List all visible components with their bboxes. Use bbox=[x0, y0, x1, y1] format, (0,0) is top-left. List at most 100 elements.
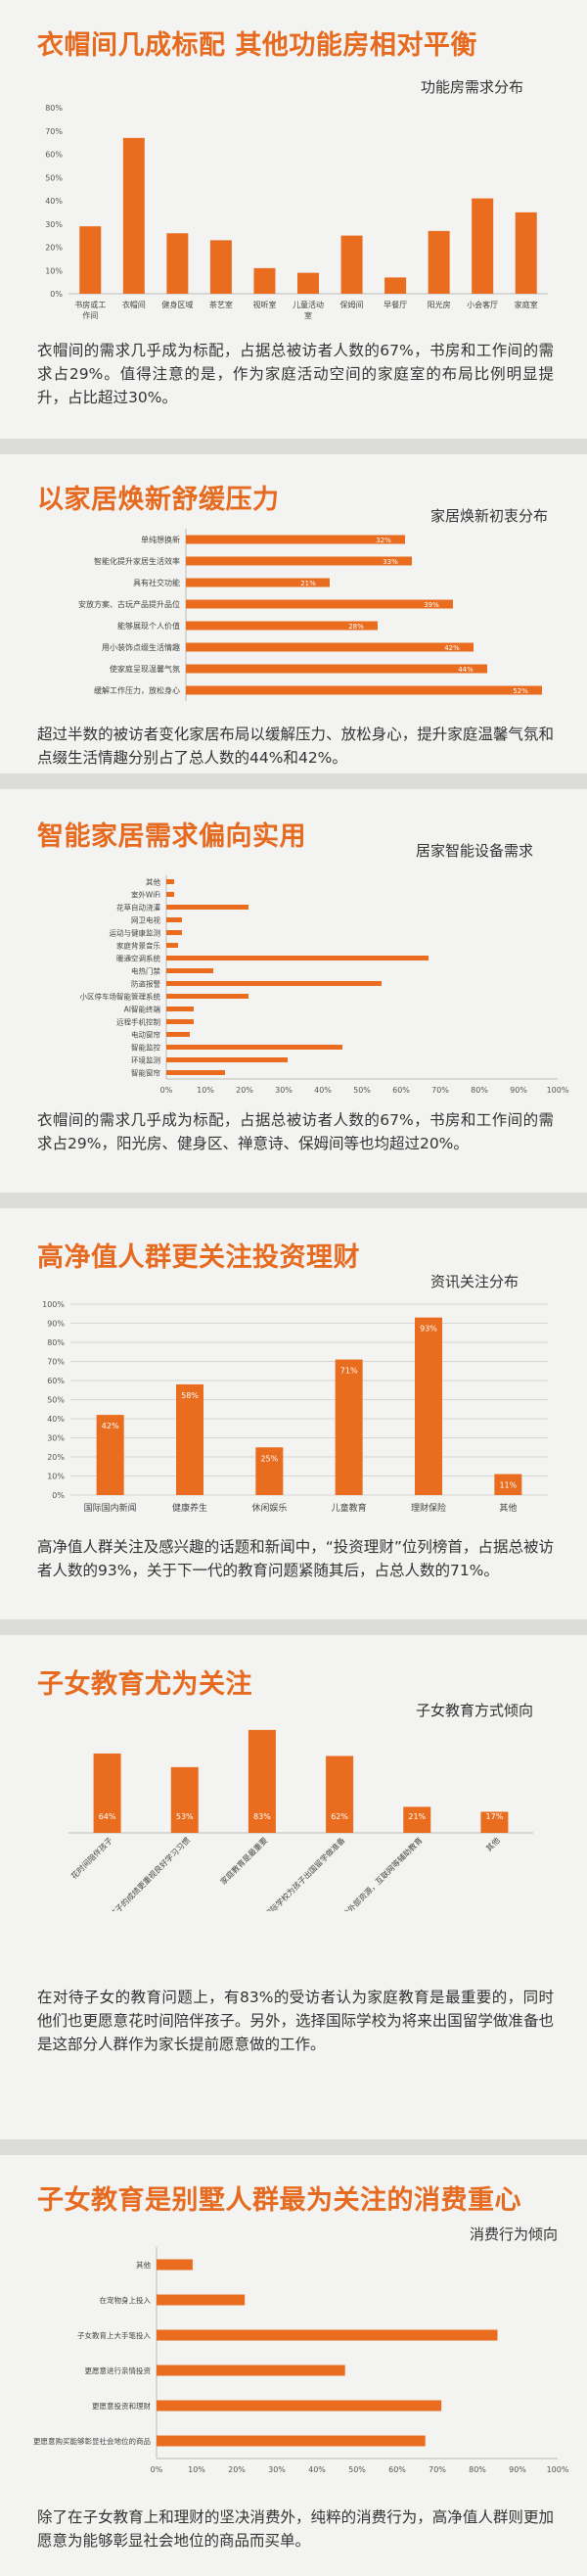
x-tick-label: 70% bbox=[429, 2465, 446, 2474]
data-label: 52% bbox=[513, 687, 528, 695]
data-label: 62% bbox=[331, 1812, 348, 1821]
y-tick-label: 20% bbox=[45, 244, 63, 253]
y-tick-label: 更愿意购买能够彰显社会地位的商品 bbox=[33, 2436, 151, 2446]
bar bbox=[166, 1032, 190, 1037]
x-tick-label: 健身区域 bbox=[161, 300, 193, 309]
bar bbox=[93, 1753, 121, 1833]
x-tick-label: 早餐厅 bbox=[384, 301, 407, 309]
bar bbox=[186, 535, 405, 544]
bar bbox=[122, 137, 145, 294]
bar bbox=[340, 235, 363, 294]
data-label: 64% bbox=[99, 1812, 116, 1821]
x-tick-label: 花时间陪伴孩子 bbox=[68, 1835, 114, 1881]
y-tick-label: 80% bbox=[45, 104, 63, 113]
y-tick-label: 60% bbox=[47, 1377, 65, 1385]
bar bbox=[248, 1729, 276, 1833]
x-tick-label: 书房或工 bbox=[74, 300, 106, 309]
y-tick-label: 电动窗帘 bbox=[131, 1030, 160, 1040]
y-tick-label: 40% bbox=[47, 1415, 65, 1424]
section-heading: 高净值人群更关注投资理财 bbox=[37, 1242, 360, 1273]
consumption-chart: 0% 10% 20% 30% 40% 50% 60% 70% 80% 90% 100% 其他在宠物身上… bbox=[33, 2247, 569, 2474]
section-consumption: 子女教育是别墅人群最为关注的消费重心 消费行为倾向 0% 10% 20% 30% 40%… bbox=[0, 2155, 587, 2576]
y-tick-label: 50% bbox=[47, 1396, 65, 1405]
education-chart: 64% 花时间陪伴孩子 53% 相较孩子的成绩更重视良好学习习惯 83% 家庭教育是最重要… bbox=[68, 1729, 533, 1911]
y-tick-label: AI智能终端 bbox=[124, 1005, 161, 1014]
y-tick-label: 0% bbox=[52, 1491, 65, 1500]
y-tick-label: 安放方案、古玩产品提升品位 bbox=[78, 599, 180, 609]
bar bbox=[186, 621, 378, 631]
x-tick-label: 其他 bbox=[483, 1835, 501, 1852]
x-tick-label: 40% bbox=[308, 2465, 326, 2474]
bar bbox=[403, 1806, 431, 1833]
y-tick-label: 其他 bbox=[136, 2260, 151, 2270]
bar bbox=[176, 1383, 203, 1495]
section-paragraph: 除了在子女教育上和理财的坚决消费外，纯粹的消费行为，高净值人群则更加愿意为能够彰… bbox=[37, 2508, 554, 2550]
x-tick-label: 60% bbox=[388, 2465, 406, 2474]
bar bbox=[186, 642, 474, 652]
section-divider bbox=[0, 773, 587, 789]
bar bbox=[186, 599, 453, 609]
chart-title: 功能房需求分布 bbox=[421, 78, 524, 96]
bar bbox=[166, 981, 382, 986]
section-paragraph: 超过半数的被访者变化家居布局以缓解压力、放松身心，提升家庭温馨气氛和点缀生活情趣… bbox=[37, 726, 554, 767]
x-tick-label: 健康养生 bbox=[172, 1502, 207, 1514]
bar bbox=[335, 1359, 363, 1495]
data-label: 42% bbox=[444, 644, 460, 652]
bar bbox=[157, 2400, 442, 2412]
section-child-education: 子女教育尤为关注 子女教育方式倾向 64% 花时间陪伴孩子 53% 相较孩子的成绩更重… bbox=[0, 1635, 587, 2085]
bar bbox=[96, 1415, 124, 1495]
bar bbox=[186, 685, 542, 695]
section-news: 高净值人群更关注投资理财 资讯关注分布 0% 10% 20% 30% 40% 50% 60%… bbox=[0, 1208, 587, 1619]
bar bbox=[384, 277, 407, 294]
y-tick-label: 子女教育上大手笔投入 bbox=[77, 2330, 151, 2340]
chart-title: 消费行为倾向 bbox=[470, 2225, 559, 2243]
section-paragraph: 在对待子女的教育问题上，有83%的受访者认为家庭教育是最重要的，同时他们也更愿意… bbox=[37, 1989, 554, 2053]
bar bbox=[166, 879, 174, 884]
y-tick-label: 防盗报警 bbox=[131, 979, 160, 989]
bar bbox=[166, 917, 182, 922]
y-tick-label: 网卫电视 bbox=[131, 915, 160, 925]
x-tick-label: 20% bbox=[236, 1086, 253, 1095]
y-tick-label: 更愿意进行亲情投资 bbox=[85, 2365, 152, 2375]
y-tick-label: 暖通空调系统 bbox=[116, 954, 160, 963]
x-tick-label: 儿童活动 bbox=[293, 300, 324, 309]
bar bbox=[166, 943, 178, 948]
bar bbox=[166, 994, 248, 999]
x-tick-label: 作间 bbox=[82, 310, 98, 320]
bar bbox=[253, 267, 276, 294]
data-label: 71% bbox=[340, 1367, 358, 1376]
chart-title: 家居焕新初衷分布 bbox=[430, 507, 549, 525]
section-paragraph: 衣帽间的需求几乎成为标配，占据总被访者人数的67%，书房和工作间的需求占29%，… bbox=[37, 1111, 554, 1152]
y-tick-label: 60% bbox=[45, 151, 63, 160]
section-function-rooms: 衣帽间几成标配 其他功能房相对平衡 功能房需求分布 0% 10% 20% 30% 40%… bbox=[0, 0, 587, 411]
bar bbox=[166, 930, 182, 935]
y-tick-label: 其他 bbox=[146, 877, 160, 887]
y-tick-label: 在宠物身上投入 bbox=[100, 2295, 152, 2305]
y-tick-label: 0% bbox=[50, 290, 63, 299]
y-tick-label: 远程手机控制 bbox=[116, 1017, 160, 1027]
x-tick-label: 保姆间 bbox=[340, 300, 364, 309]
x-tick-label: 100% bbox=[547, 2465, 569, 2474]
bar bbox=[166, 1070, 225, 1075]
x-tick-label: 40% bbox=[314, 1086, 332, 1095]
x-tick-label: 100% bbox=[547, 1086, 569, 1095]
x-tick-label: 其他 bbox=[499, 1502, 517, 1514]
y-tick-label: 10% bbox=[47, 1473, 65, 1481]
data-label: 21% bbox=[300, 580, 316, 587]
data-label: 53% bbox=[176, 1812, 194, 1821]
bar bbox=[515, 211, 537, 294]
y-tick-label: 70% bbox=[45, 127, 63, 136]
x-tick-label: 休闲娱乐 bbox=[251, 1502, 287, 1514]
bar bbox=[166, 1057, 288, 1062]
data-label: 83% bbox=[253, 1812, 271, 1821]
bar bbox=[170, 1766, 199, 1833]
bar bbox=[472, 198, 494, 294]
x-tick-label: 茶艺室 bbox=[209, 300, 233, 309]
x-tick-label: 90% bbox=[510, 1086, 527, 1095]
x-tick-label: 50% bbox=[348, 2465, 366, 2474]
y-tick-label: 30% bbox=[45, 220, 63, 229]
data-label: 33% bbox=[383, 558, 398, 566]
y-tick-label: 运动与健康监测 bbox=[110, 928, 161, 938]
data-label: 44% bbox=[458, 666, 474, 674]
